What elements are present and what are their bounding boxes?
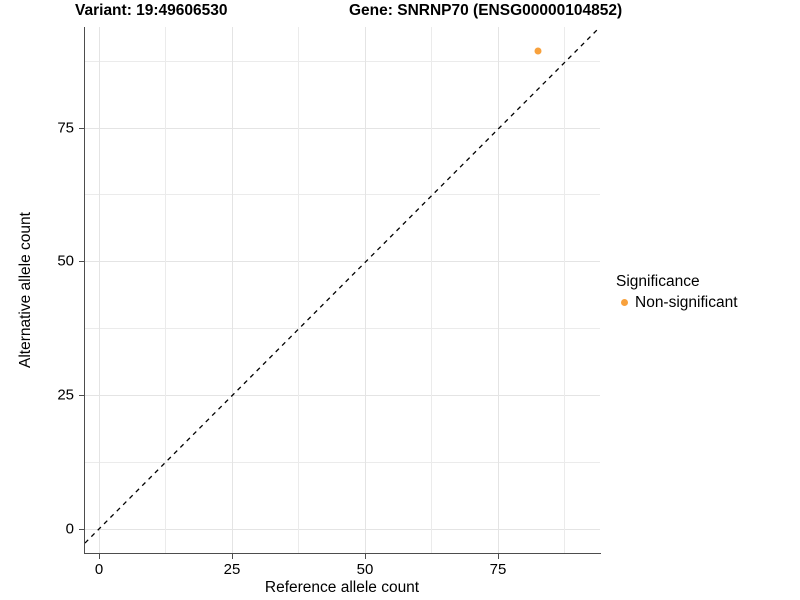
gridline-x-major-0 [99,27,100,553]
gridline-x-minor-37.5 [298,27,299,553]
gridline-y-minor-87.5 [85,61,600,62]
x-tick-0 [99,554,101,559]
y-tick-0 [79,529,84,531]
gridline-y-major-50 [85,261,600,262]
data-point[interactable] [534,47,542,55]
variant-title: Variant: 19:49606530 [75,2,228,19]
gridline-x-major-50 [365,27,366,553]
legend-title: Significance [616,273,700,290]
plot-panel [85,27,600,553]
gridline-x-major-75 [498,27,499,553]
gridline-y-major-75 [85,128,600,129]
gridline-y-major-0 [85,529,600,530]
gridline-y-major-25 [85,395,600,396]
gridline-x-major-25 [232,27,233,553]
legend-item-label: Non-significant [635,293,738,311]
legend-items: Non-significant [616,293,796,312]
chart-title-row: Variant: 19:49606530 Gene: SNRNP70 (ENSG… [0,2,720,26]
y-tick-label-25: 25 [57,386,74,404]
gridline-y-minor-62.5 [85,194,600,195]
y-tick-75 [79,128,84,130]
y-axis-title: Alternative allele count [17,212,34,368]
gridline-x-minor-87.5 [564,27,565,553]
gridline-y-minor-37.5 [85,328,600,329]
x-tick-label-75: 75 [489,561,507,578]
y-tick-label-75: 75 [57,119,74,137]
x-axis-line [85,553,601,555]
x-tick-50 [365,554,367,559]
x-tick-75 [498,554,500,559]
x-tick-25 [232,554,234,559]
x-tick-label-50: 50 [356,561,374,578]
y-tick-50 [79,261,84,263]
legend-key-icon [616,294,633,311]
legend-item-non-significant[interactable]: Non-significant [616,293,796,312]
y-tick-25 [79,395,84,397]
legend-dot-icon [621,299,628,306]
gridline-y-minor-12.5 [85,462,600,463]
y-tick-label-0: 0 [65,520,74,538]
legend: Significance Non-significant [616,272,796,312]
gridline-x-minor-12.5 [165,27,166,553]
diagonal-reference-line [85,27,600,544]
gridline-x-minor-62.5 [431,27,432,553]
y-tick-label-50: 50 [57,252,74,270]
x-axis-title: Reference allele count [264,579,420,596]
x-tick-label-0: 0 [94,561,104,578]
gene-title: Gene: SNRNP70 (ENSG00000104852) [349,2,623,19]
x-tick-label-25: 25 [223,561,241,578]
y-axis-line [84,27,86,554]
